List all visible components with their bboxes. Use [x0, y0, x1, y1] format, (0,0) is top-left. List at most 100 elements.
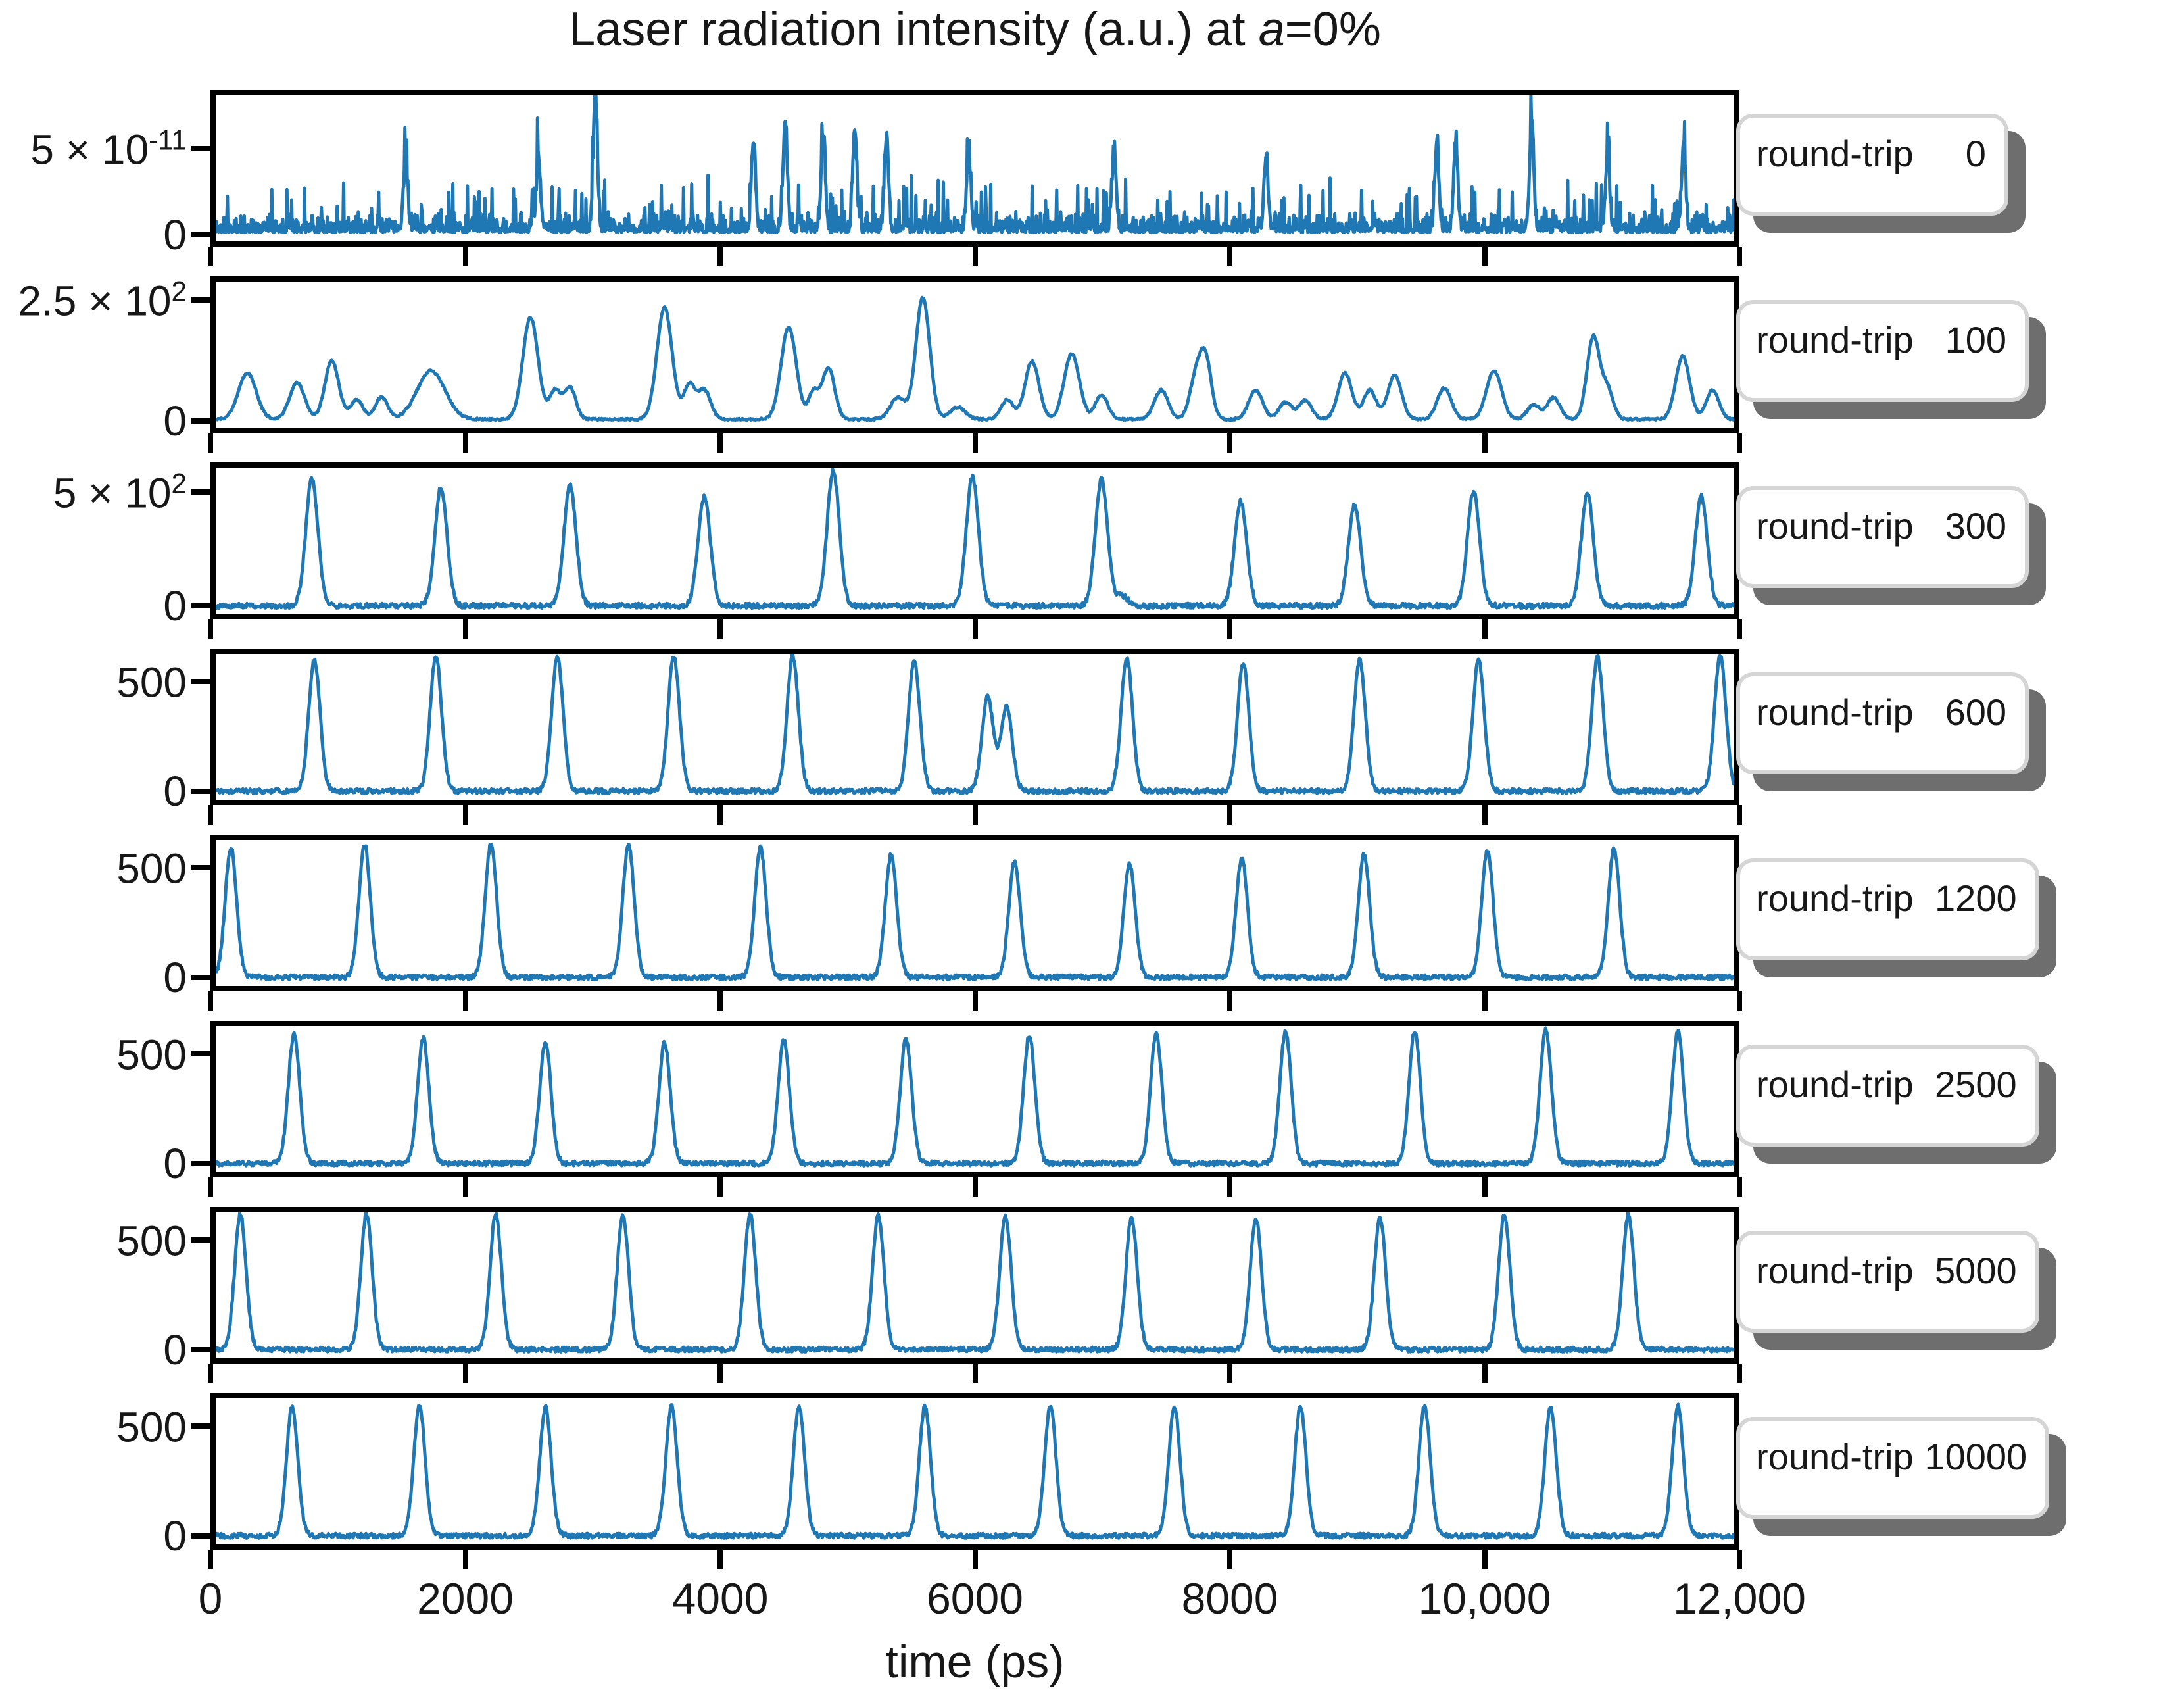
y-tick-label: 5 × 10-11 — [0, 126, 187, 171]
x-tick-mark — [208, 1177, 213, 1197]
x-tick-label: 2000 — [417, 1574, 514, 1623]
signal-path — [216, 95, 1734, 234]
subplot-round-trip-10000: 500 0 round-trip 10000 — [0, 1393, 2184, 1569]
y-tick-mark — [191, 1051, 210, 1057]
badge-label: round-trip — [1756, 877, 1914, 919]
x-tick-mark — [1227, 991, 1232, 1011]
badge-label: round-trip — [1756, 319, 1914, 360]
signal-line — [216, 95, 1734, 234]
x-tick-mark — [717, 991, 723, 1011]
round-trip-badge: round-trip 0 — [1736, 114, 2008, 216]
signal-path — [216, 1026, 1734, 1168]
badge-number: 600 — [1924, 691, 2007, 733]
y-tick-mark — [191, 1237, 210, 1243]
x-tick-mark — [717, 1177, 723, 1197]
signal-line — [216, 1402, 1734, 1540]
y-tick-mark — [191, 232, 210, 237]
y-tick-mark — [191, 1160, 210, 1166]
signal-line — [216, 468, 1734, 610]
x-tick-mark — [462, 247, 468, 266]
y-tick-label: 5 × 102 — [0, 470, 187, 514]
badge-label: round-trip — [1756, 505, 1914, 547]
signal-path — [216, 468, 1734, 610]
x-tick-mark — [1227, 1364, 1232, 1383]
badge-number: 0 — [1924, 133, 1986, 174]
round-trip-badge: round-trip 100 — [1736, 300, 2029, 402]
y-tick-mark — [191, 679, 210, 685]
title-text: Laser radiation intensity (a.u.) at — [569, 3, 1259, 56]
badge-number: 100 — [1924, 319, 2007, 360]
y-tick-label-zero: 0 — [163, 1139, 187, 1187]
badge-label: round-trip — [1756, 691, 1914, 733]
y-tick-base: 5 × 10 — [53, 469, 172, 517]
signal-path — [216, 1212, 1734, 1354]
y-tick-exponent: 2 — [171, 468, 187, 499]
plot-area — [210, 90, 1739, 247]
y-tick-label-zero: 0 — [163, 1512, 187, 1560]
x-tick-mark — [972, 619, 978, 639]
y-tick-label-zero: 0 — [163, 953, 187, 1001]
badge-number: 5000 — [1924, 1250, 2017, 1291]
y-tick-label: 500 — [0, 846, 187, 890]
x-tick-mark — [462, 619, 468, 639]
x-tick-mark — [1227, 1550, 1232, 1569]
y-tick-label: 500 — [0, 660, 187, 704]
round-trip-badge: round-trip 1200 — [1736, 858, 2039, 960]
x-tick-mark — [1482, 619, 1488, 639]
plot-area — [210, 1021, 1739, 1177]
x-tick-mark — [717, 247, 723, 266]
signal-line — [216, 1212, 1734, 1354]
x-tick-mark — [972, 1364, 978, 1383]
x-tick-mark — [1482, 247, 1488, 266]
y-tick-label: 500 — [0, 1404, 187, 1448]
badge-label: round-trip — [1756, 1250, 1914, 1291]
title-variable: a — [1258, 3, 1285, 56]
y-tick-label: 500 — [0, 1032, 187, 1076]
x-tick-mark — [1737, 433, 1742, 453]
x-tick-mark — [462, 1364, 468, 1383]
x-tick-mark — [972, 1177, 978, 1197]
y-tick-label-zero: 0 — [163, 1325, 187, 1373]
plot-area — [210, 462, 1739, 619]
x-tick-mark — [1482, 805, 1488, 825]
y-tick-mark — [191, 145, 210, 151]
x-tick-mark — [1227, 805, 1232, 825]
y-tick-base: 500 — [116, 1403, 187, 1451]
y-tick-mark — [191, 418, 210, 424]
y-tick-mark — [191, 489, 210, 495]
x-tick-mark — [972, 247, 978, 266]
x-tick-mark — [1737, 1550, 1742, 1569]
chart-title: Laser radiation intensity (a.u.) at a=0% — [210, 3, 1739, 57]
title-suffix: =0% — [1284, 3, 1381, 56]
y-tick-base: 500 — [116, 658, 187, 706]
x-tick-mark — [1227, 1177, 1232, 1197]
x-tick-mark — [208, 805, 213, 825]
plot-area — [210, 276, 1739, 433]
y-tick-mark — [191, 974, 210, 980]
y-tick-mark — [191, 1346, 210, 1352]
y-tick-base: 2.5 × 10 — [18, 277, 172, 325]
subplot-round-trip-300: 5 × 102 0 round-trip 300 — [0, 462, 2184, 639]
x-tick-mark — [1482, 1550, 1488, 1569]
y-tick-label-zero: 0 — [163, 581, 187, 629]
round-trip-badge: round-trip 2500 — [1736, 1045, 2039, 1147]
x-tick-mark — [717, 1550, 723, 1569]
x-tick-mark — [1227, 247, 1232, 266]
x-tick-mark — [462, 991, 468, 1011]
x-tick-label: 8000 — [1181, 1574, 1278, 1623]
x-tick-mark — [717, 1364, 723, 1383]
signal-path — [216, 654, 1734, 795]
x-tick-mark — [1737, 991, 1742, 1011]
y-tick-base: 5 × 10 — [30, 126, 149, 174]
x-tick-mark — [717, 433, 723, 453]
round-trip-badge: round-trip 300 — [1736, 486, 2029, 588]
x-tick-mark — [462, 1550, 468, 1569]
x-tick-mark — [1737, 1177, 1742, 1197]
signal-path — [216, 1402, 1734, 1540]
y-tick-mark — [191, 603, 210, 608]
x-tick-mark — [972, 1550, 978, 1569]
x-tick-mark — [208, 247, 213, 266]
signal-line — [216, 1026, 1734, 1168]
x-tick-mark — [208, 1364, 213, 1383]
subplot-round-trip-600: 500 0 round-trip 600 — [0, 649, 2184, 825]
